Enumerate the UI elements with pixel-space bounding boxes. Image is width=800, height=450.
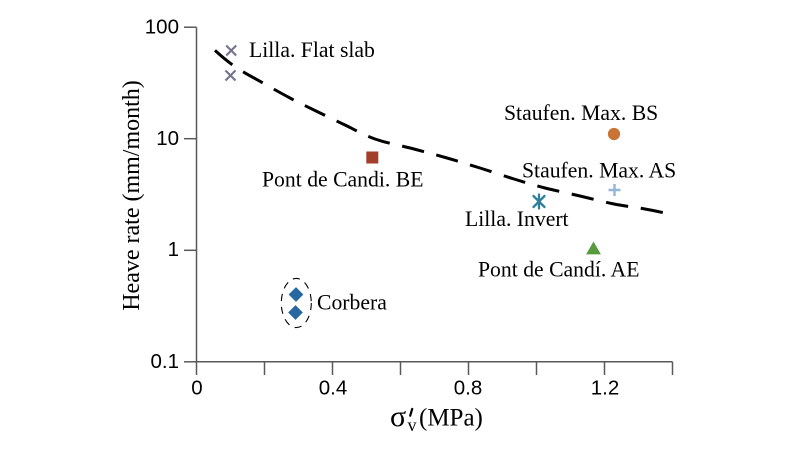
svg-text:0: 0 xyxy=(191,377,202,400)
svg-text:σ: σ xyxy=(390,400,406,433)
svg-text:Lilla. Flat slab: Lilla. Flat slab xyxy=(249,38,375,62)
svg-text:0.8: 0.8 xyxy=(454,377,483,400)
svg-text:1: 1 xyxy=(168,238,179,261)
svg-text:1.2: 1.2 xyxy=(591,377,620,400)
svg-text:0.1: 0.1 xyxy=(151,350,180,373)
svg-text:100: 100 xyxy=(145,15,179,38)
svg-text:Staufen. Max. BS: Staufen. Max. BS xyxy=(504,101,658,125)
svg-text:v: v xyxy=(408,415,417,435)
svg-text:0.4: 0.4 xyxy=(319,377,348,400)
svg-text:Heave rate (mm/month): Heave rate (mm/month) xyxy=(119,80,145,311)
svg-text:Pont de Candí. AE: Pont de Candí. AE xyxy=(478,257,639,281)
svg-text:10: 10 xyxy=(156,127,179,150)
svg-text:Staufen. Max. AS: Staufen. Max. AS xyxy=(522,158,676,182)
svg-text:Pont de Candi. BE: Pont de Candi. BE xyxy=(262,167,423,191)
svg-text:Lilla. Invert: Lilla. Invert xyxy=(465,207,569,231)
svg-text:(MPa): (MPa) xyxy=(419,405,483,432)
svg-text:Corbera: Corbera xyxy=(317,290,387,314)
